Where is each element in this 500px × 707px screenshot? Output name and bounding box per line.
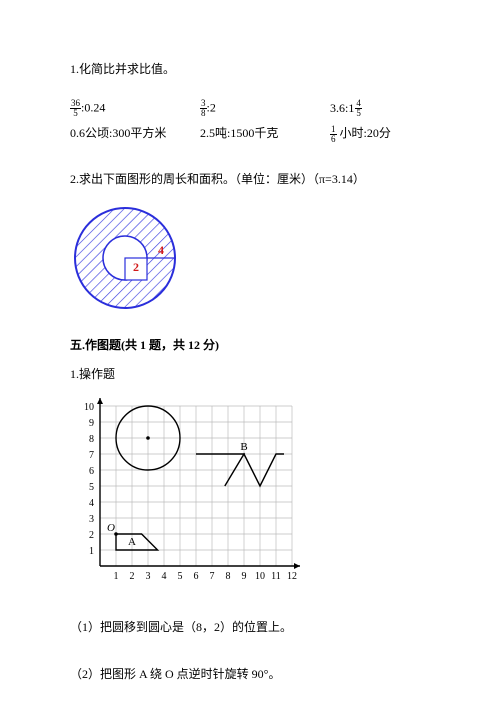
svg-text:2: 2 bbox=[133, 260, 139, 274]
svg-text:4: 4 bbox=[158, 243, 164, 257]
q1-r2-c3-rest: 小时:20分 bbox=[337, 126, 391, 140]
q1-r1-c2-rest: :2 bbox=[207, 100, 216, 114]
svg-text:10: 10 bbox=[255, 571, 265, 582]
svg-text:8: 8 bbox=[226, 571, 231, 582]
q1-r2-c1: 0.6公顷:300平方米 bbox=[70, 124, 200, 144]
svg-text:11: 11 bbox=[271, 571, 281, 582]
grid-figure: 12345678910111212345678910AOB bbox=[70, 396, 430, 596]
q1-r2-c2: 2.5吨:1500千克 bbox=[200, 124, 330, 144]
q1-r2-c3: 16 小时:20分 bbox=[330, 124, 430, 144]
svg-text:3: 3 bbox=[146, 571, 151, 582]
svg-text:4: 4 bbox=[89, 498, 94, 509]
svg-text:7: 7 bbox=[210, 571, 215, 582]
svg-text:8: 8 bbox=[89, 434, 94, 445]
svg-text:10: 10 bbox=[84, 402, 94, 413]
q1-r1-c3-pre: 3.6:1 bbox=[330, 101, 354, 116]
svg-text:1: 1 bbox=[89, 546, 94, 557]
svg-text:2: 2 bbox=[89, 530, 94, 541]
section5-heading: 五.作图题(共 1 题，共 12 分) bbox=[70, 336, 430, 353]
svg-text:6: 6 bbox=[194, 571, 199, 582]
svg-text:1: 1 bbox=[114, 571, 119, 582]
fraction-icon: 365 bbox=[70, 99, 81, 118]
fraction-icon: 45 bbox=[355, 99, 362, 118]
q1-r1-c1: 365:0.24 bbox=[70, 99, 200, 118]
svg-text:9: 9 bbox=[89, 418, 94, 429]
svg-text:O: O bbox=[107, 522, 115, 534]
q1-r1-c2: 38:2 bbox=[200, 99, 330, 118]
svg-text:9: 9 bbox=[242, 571, 247, 582]
q1-r1-c3: 3.6:1 45 bbox=[330, 99, 430, 118]
section5-sub: 1.操作题 bbox=[70, 365, 430, 382]
svg-text:3: 3 bbox=[89, 514, 94, 525]
svg-text:7: 7 bbox=[89, 450, 94, 461]
svg-text:A: A bbox=[128, 536, 136, 548]
task-2: （2）把图形 A 绕 O 点逆时针旋转 90°。 bbox=[70, 665, 430, 682]
svg-text:B: B bbox=[240, 441, 247, 453]
q1-row2: 0.6公顷:300平方米 2.5吨:1500千克 16 小时:20分 bbox=[70, 124, 430, 144]
q1-r1-c1-rest: :0.24 bbox=[81, 100, 105, 114]
svg-text:2: 2 bbox=[130, 571, 135, 582]
svg-text:12: 12 bbox=[287, 571, 297, 582]
q2-figure: 24 bbox=[70, 203, 430, 318]
svg-text:5: 5 bbox=[178, 571, 183, 582]
svg-text:4: 4 bbox=[162, 571, 167, 582]
svg-text:6: 6 bbox=[89, 466, 94, 477]
q1-row1: 365:0.24 38:2 3.6:1 45 bbox=[70, 99, 430, 118]
task-1: （1）把圆移到圆心是（8，2）的位置上。 bbox=[70, 618, 430, 635]
svg-text:5: 5 bbox=[89, 482, 94, 493]
q2-title: 2.求出下面图形的周长和面积。（单位：厘米）（π=3.14） bbox=[70, 170, 430, 187]
q1-title: 1.化简比并求比值。 bbox=[70, 60, 430, 77]
